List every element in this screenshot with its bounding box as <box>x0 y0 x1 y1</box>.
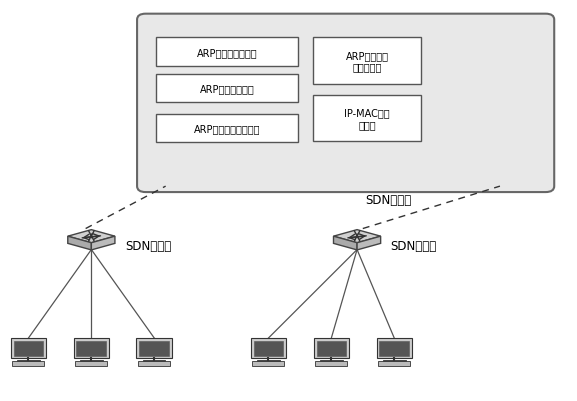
Text: ARP流量统计
和分析模块: ARP流量统计 和分析模块 <box>346 51 388 72</box>
FancyBboxPatch shape <box>317 341 346 356</box>
Polygon shape <box>91 237 115 250</box>
FancyBboxPatch shape <box>156 114 298 143</box>
Polygon shape <box>68 237 91 250</box>
FancyBboxPatch shape <box>138 361 170 366</box>
FancyBboxPatch shape <box>77 341 106 356</box>
FancyBboxPatch shape <box>76 361 107 366</box>
FancyBboxPatch shape <box>379 341 409 356</box>
FancyBboxPatch shape <box>378 361 410 366</box>
FancyBboxPatch shape <box>156 38 298 67</box>
FancyBboxPatch shape <box>14 341 43 356</box>
FancyBboxPatch shape <box>377 338 412 358</box>
FancyBboxPatch shape <box>156 75 298 103</box>
FancyBboxPatch shape <box>314 338 349 358</box>
FancyBboxPatch shape <box>316 361 347 366</box>
Text: ARP响应报文发送模块: ARP响应报文发送模块 <box>194 124 260 134</box>
FancyBboxPatch shape <box>13 361 44 366</box>
Text: IP-MAC表管
理模块: IP-MAC表管 理模块 <box>344 108 390 130</box>
FancyBboxPatch shape <box>313 96 421 142</box>
Polygon shape <box>334 237 357 250</box>
Text: SDN交换机: SDN交换机 <box>126 239 172 253</box>
Text: ARP请求处理模块: ARP请求处理模块 <box>200 84 254 94</box>
Polygon shape <box>68 230 115 243</box>
FancyBboxPatch shape <box>74 338 109 358</box>
FancyBboxPatch shape <box>137 14 554 192</box>
FancyBboxPatch shape <box>254 341 283 356</box>
Text: SDN控制器: SDN控制器 <box>366 193 412 207</box>
FancyBboxPatch shape <box>140 341 169 356</box>
Text: SDN交换机: SDN交换机 <box>390 239 436 253</box>
FancyBboxPatch shape <box>137 338 172 358</box>
FancyBboxPatch shape <box>251 338 286 358</box>
Polygon shape <box>357 237 381 250</box>
Text: ARP数据报过滤模块: ARP数据报过滤模块 <box>197 48 257 58</box>
FancyBboxPatch shape <box>11 338 46 358</box>
FancyBboxPatch shape <box>313 38 421 85</box>
Polygon shape <box>334 230 381 243</box>
FancyBboxPatch shape <box>253 361 284 366</box>
